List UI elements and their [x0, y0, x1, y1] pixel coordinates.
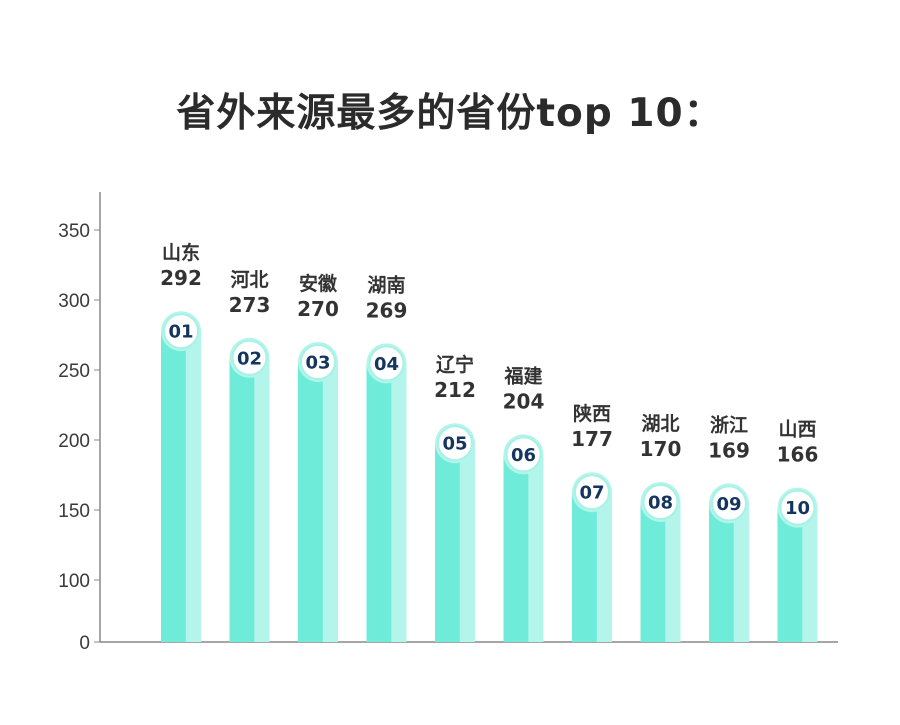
bar-body — [229, 357, 255, 642]
bar-body — [709, 503, 734, 642]
y-tick-label: 300 — [58, 291, 90, 312]
rank-label: 03 — [305, 353, 330, 374]
rank-badge — [437, 425, 473, 462]
rank-badge — [779, 489, 816, 526]
rank-badge — [574, 474, 610, 511]
value-label: 204 — [503, 389, 545, 413]
rank-badge — [711, 485, 747, 522]
bar-body — [777, 507, 803, 642]
rank-label: 08 — [648, 493, 673, 514]
bar-body — [298, 362, 323, 642]
value-label: 270 — [297, 297, 339, 321]
y-tick-label: 350 — [58, 221, 90, 242]
category-label: 浙江 — [710, 413, 748, 436]
y-tick-label: 100 — [58, 571, 90, 592]
value-label: 166 — [777, 443, 819, 467]
value-label: 292 — [160, 266, 202, 290]
rank-label: 04 — [374, 354, 399, 375]
category-label: 安徽 — [299, 272, 338, 295]
rank-label: 09 — [716, 494, 741, 515]
value-label: 212 — [434, 378, 476, 402]
category-label: 湖北 — [641, 413, 679, 435]
bar-body — [161, 331, 186, 642]
bar-body — [366, 363, 392, 642]
category-label: 山东 — [162, 241, 200, 264]
category-label: 福建 — [503, 364, 542, 387]
category-label: 湖南 — [367, 274, 405, 296]
rank-badge — [368, 345, 405, 382]
value-label: 273 — [229, 293, 271, 317]
value-label: 170 — [640, 437, 682, 461]
bar-body — [640, 502, 666, 642]
category-label: 河北 — [230, 269, 268, 291]
rank-label: 06 — [511, 445, 536, 466]
rank-badge — [231, 339, 268, 376]
y-tick-label: 200 — [58, 431, 90, 452]
bar-body — [572, 492, 597, 642]
chart-title: 省外来源最多的省份top 10： — [176, 91, 724, 136]
category-label: 山西 — [778, 419, 816, 441]
y-tick-label: 0 — [79, 633, 90, 654]
value-label: 177 — [571, 427, 613, 451]
rank-badge — [642, 484, 679, 520]
bar-body — [503, 454, 529, 642]
rank-badge — [163, 313, 199, 350]
y-tick-label: 150 — [58, 501, 90, 522]
bar-body — [435, 443, 460, 642]
value-label: 169 — [708, 438, 750, 462]
category-label: 陕西 — [573, 402, 611, 425]
rank-badge — [505, 436, 542, 473]
rank-label: 07 — [579, 483, 604, 504]
rank-label: 10 — [785, 498, 810, 519]
rank-label: 05 — [442, 434, 467, 455]
y-tick-label: 250 — [58, 361, 90, 382]
category-label: 辽宁 — [436, 353, 474, 376]
value-label: 269 — [366, 298, 408, 322]
rank-label: 02 — [237, 348, 262, 369]
rank-badge — [300, 344, 336, 380]
rank-label: 01 — [168, 322, 193, 343]
